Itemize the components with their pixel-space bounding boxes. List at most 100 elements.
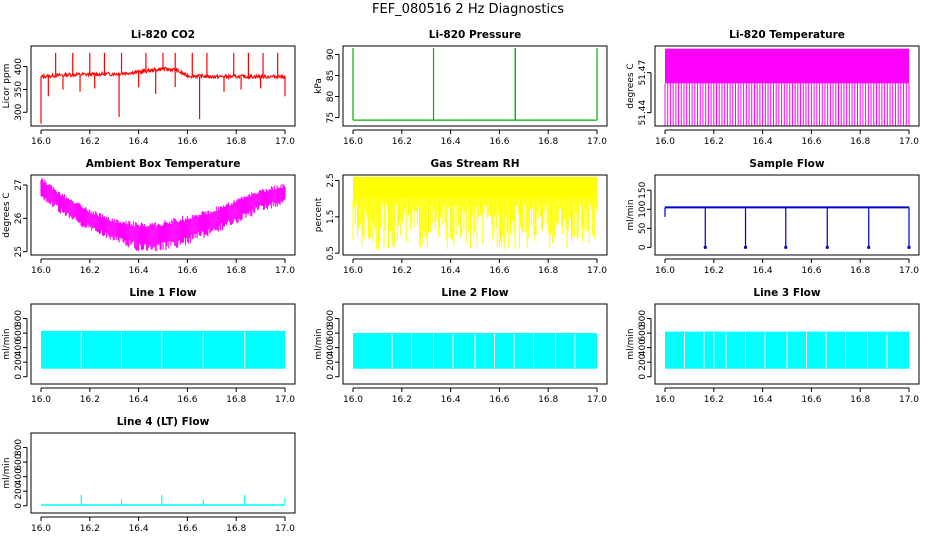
y-tick-label: 350 [14, 81, 24, 98]
x-tick-label: 16.2 [80, 266, 100, 276]
x-tick-label: 16.4 [129, 395, 149, 405]
y-tick-label: 51.47 [638, 60, 648, 86]
y-tick-label: 25 [14, 246, 24, 257]
y-tick-label: 0 [638, 374, 648, 380]
x-tick-label: 16.4 [441, 137, 461, 147]
series-licor_temp [664, 48, 910, 126]
x-tick-label: 16.2 [80, 395, 100, 405]
x-tick-label: 16.4 [753, 395, 773, 405]
y-tick-label: 400 [326, 339, 336, 356]
y-tick-label: 400 [14, 468, 24, 485]
series-pressure [352, 48, 598, 121]
y-tick-label: 400 [14, 58, 24, 75]
x-tick-label: 16.6 [177, 524, 197, 534]
panel-title: Line 4 (LT) Flow [117, 416, 210, 428]
y-tick-label: 200 [638, 353, 648, 370]
y-axis-label: kPa [314, 78, 324, 94]
x-tick-label: 17.0 [275, 137, 295, 147]
licor_temp-band [665, 48, 909, 84]
y-tick-label: 0 [326, 374, 336, 380]
y-tick-label: 85 [326, 70, 336, 81]
y-tick-label: 1.5 [326, 210, 336, 224]
panel-pressure: 16.0 16.2 16.4 16.6 16.8 17.0 75 80 85 90 kPa Li-82… [314, 29, 608, 147]
y-tick-label: 800 [14, 439, 24, 456]
y-axis-label: degrees C [2, 192, 12, 237]
sample-flow-point [867, 245, 871, 249]
y-tick-label: 100 [638, 200, 648, 217]
x-tick-label: 17.0 [587, 266, 607, 276]
y-axis-label: Licor ppm [2, 64, 12, 109]
x-tick-label: 16.2 [80, 137, 100, 147]
y-tick-label: 2.5 [326, 173, 336, 187]
x-tick-label: 17.0 [275, 395, 295, 405]
line1-band [41, 330, 285, 369]
x-tick-label: 16.0 [655, 395, 675, 405]
y-tick-label: 27 [14, 179, 24, 190]
plot-frame [342, 45, 608, 127]
y-tick-label: 75 [326, 112, 336, 123]
panel-title: Line 3 Flow [753, 287, 820, 299]
x-tick-label: 16.8 [226, 395, 246, 405]
panel-licor_temp: 16.0 16.2 16.4 16.6 16.8 17.0 51.44 51.47degree… [626, 29, 920, 147]
x-tick-label: 16.6 [801, 395, 821, 405]
y-tick-label: 80 [326, 91, 336, 103]
x-tick-label: 16.8 [538, 395, 558, 405]
y-tick-label: 600 [326, 324, 336, 341]
x-tick-label: 16.0 [655, 266, 675, 276]
co2-series-line [40, 66, 286, 80]
panel-title: Li-820 Pressure [429, 29, 522, 41]
series-line1 [41, 330, 285, 369]
y-tick-label: 400 [638, 339, 648, 356]
y-tick-label: 26 [14, 212, 24, 224]
x-tick-label: 17.0 [275, 524, 295, 534]
x-tick-label: 16.6 [177, 137, 197, 147]
panel-line1: 16.0 16.2 16.4 16.6 16.8 17.0 0 200400600800ml/… [2, 287, 296, 405]
y-axis-label: percent [314, 197, 324, 232]
plot-frame [30, 174, 296, 256]
y-tick-label: 50 [638, 222, 648, 234]
panel-title: Li-820 Temperature [729, 29, 845, 41]
x-tick-label: 16.6 [801, 137, 821, 147]
x-tick-label: 17.0 [587, 395, 607, 405]
rh-band [353, 176, 597, 199]
sample-flow-point [907, 245, 911, 249]
plot-frame [342, 303, 608, 385]
x-tick-label: 16.6 [177, 395, 197, 405]
x-tick-label: 16.2 [704, 266, 724, 276]
series-box_temp [40, 177, 286, 252]
x-tick-label: 16.6 [801, 266, 821, 276]
x-tick-label: 16.2 [392, 266, 412, 276]
x-tick-label: 16.0 [31, 524, 51, 534]
x-tick-label: 16.0 [343, 266, 363, 276]
x-tick-label: 16.6 [489, 266, 509, 276]
series-line4 [41, 494, 286, 506]
panel-line3: 16.0 16.2 16.4 16.6 16.8 17.0 0 200400600800ml/… [626, 287, 920, 405]
series-line3 [665, 331, 909, 369]
y-axis-label: ml/min [314, 328, 324, 359]
x-tick-label: 16.2 [392, 137, 412, 147]
x-tick-label: 16.2 [80, 524, 100, 534]
y-tick-label: 51.44 [638, 100, 648, 126]
series-line2 [353, 333, 597, 369]
x-tick-label: 16.4 [129, 137, 149, 147]
panel-line4: 16.0 16.2 16.4 16.6 16.8 17.0 0 200400600800ml/… [2, 416, 296, 534]
panel-rh: 16.0 16.2 16.4 16.6 16.8 17.0 0.5 1.5 2.5percent… [314, 158, 608, 276]
y-tick-label: 600 [638, 324, 648, 341]
x-tick-label: 16.4 [129, 266, 149, 276]
x-tick-label: 16.8 [538, 266, 558, 276]
x-tick-label: 16.4 [753, 137, 773, 147]
y-tick-label: 150 [638, 181, 648, 198]
y-tick-label: 800 [326, 310, 336, 327]
panel-line2: 16.0 16.2 16.4 16.6 16.8 17.0 0 200400600800ml/… [314, 287, 608, 405]
x-tick-label: 16.2 [392, 395, 412, 405]
x-tick-label: 16.0 [655, 137, 675, 147]
x-tick-label: 16.0 [31, 395, 51, 405]
sample-flow-point [703, 245, 707, 249]
plot-frame [30, 303, 296, 385]
x-tick-label: 16.8 [226, 137, 246, 147]
x-tick-label: 16.6 [489, 137, 509, 147]
